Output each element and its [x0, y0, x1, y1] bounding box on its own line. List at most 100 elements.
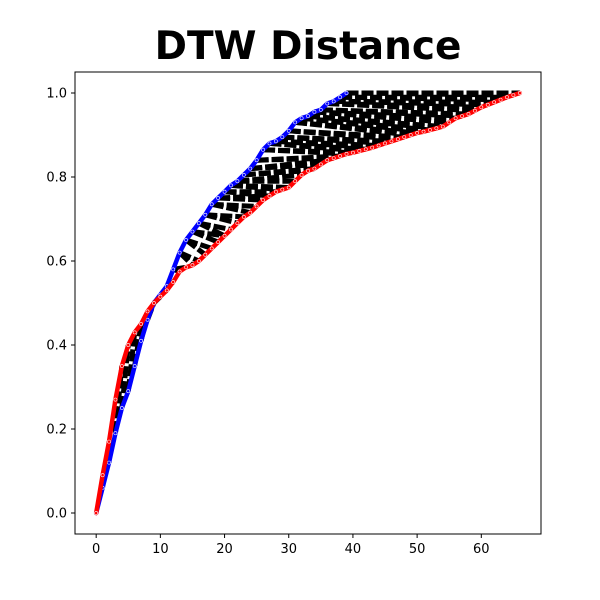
warping-connector [230, 182, 289, 190]
warping-connector [294, 119, 418, 136]
series-point [344, 91, 349, 95]
series-point [229, 227, 233, 232]
series-point [363, 147, 368, 152]
series-point [171, 280, 176, 284]
series-point [152, 301, 156, 305]
series-point [190, 229, 195, 234]
warping-connector [178, 250, 200, 264]
warping-connector [211, 201, 257, 209]
warping-connector [307, 113, 443, 130]
series-point [261, 198, 265, 203]
x-tick-label: 60 [473, 542, 490, 557]
warping-connector [320, 107, 469, 117]
series-point [254, 158, 259, 163]
series-point [222, 233, 227, 238]
chart-title: DTW Distance [154, 24, 462, 69]
series-point [126, 389, 131, 394]
series-point [145, 309, 150, 314]
series-layer [93, 90, 523, 516]
series-point [351, 150, 355, 155]
series-point [325, 101, 330, 106]
series-point [460, 114, 464, 119]
series-point [203, 212, 208, 217]
series-point [145, 317, 150, 322]
series-point [517, 91, 522, 95]
x-tick-label: 0 [92, 542, 100, 557]
series-point [395, 137, 400, 142]
series-point [209, 202, 214, 207]
series-point [113, 431, 118, 436]
series-point [177, 250, 182, 255]
x-tick-label: 20 [216, 542, 233, 557]
series-point [209, 246, 214, 251]
series-point [370, 145, 375, 150]
series-point [318, 162, 323, 167]
series-point [331, 156, 336, 161]
series-point [241, 172, 246, 177]
warping-connector [275, 138, 379, 148]
warping-connector [243, 166, 315, 178]
series-point [498, 97, 503, 102]
warping-connector [237, 172, 302, 184]
warping-connector [256, 153, 341, 163]
series-point [139, 322, 144, 326]
series-point [190, 263, 195, 268]
series-point [203, 252, 208, 257]
y-tick-label: 0.6 [46, 255, 67, 270]
series-point [248, 166, 253, 171]
series-point [216, 196, 221, 200]
series-point [280, 135, 285, 140]
series-point [338, 95, 342, 100]
series-point [177, 269, 182, 274]
series-point [216, 240, 221, 245]
x-tick-label: 10 [152, 542, 169, 557]
series-point [318, 107, 323, 112]
series-point [344, 151, 349, 156]
series-point [171, 267, 176, 272]
series-point [222, 189, 227, 194]
series-point [428, 128, 432, 132]
warping-connector [218, 193, 270, 201]
series-point [479, 105, 484, 110]
series-point [306, 114, 310, 119]
series-point [440, 124, 445, 129]
series-point [235, 179, 240, 184]
series-point [274, 189, 278, 194]
series-point [132, 330, 137, 335]
series-point [286, 185, 291, 190]
series-point [338, 154, 342, 158]
series-point [331, 99, 336, 104]
y-tick-label: 0.8 [46, 171, 67, 186]
series-point [299, 116, 304, 121]
series-point [415, 130, 420, 135]
series-point [235, 221, 240, 226]
series-point [100, 473, 105, 478]
y-tick-label: 1.0 [46, 87, 67, 102]
series-point [466, 112, 471, 116]
plot-frame [74, 71, 542, 535]
series-point [196, 221, 201, 226]
series-point [126, 343, 131, 347]
series-point [274, 139, 278, 144]
series-point [312, 110, 317, 114]
series-point [434, 126, 439, 131]
series-point [402, 135, 407, 140]
x-axis: 0 10 20 30 40 50 60 [92, 534, 490, 557]
warping-connector [198, 220, 232, 232]
series-point [485, 102, 490, 107]
series-point [293, 179, 298, 184]
series-point [447, 120, 452, 125]
y-tick-label: 0.0 [46, 507, 67, 522]
series-point [472, 108, 477, 113]
series-point [357, 149, 362, 153]
warping-connector [333, 98, 495, 105]
series-point [119, 364, 124, 368]
series-point [164, 288, 169, 293]
series-point [376, 143, 381, 148]
warping-connector [185, 237, 213, 251]
x-tick-label: 50 [409, 542, 426, 557]
series-point [383, 141, 387, 146]
warping-path-layer [100, 90, 520, 488]
